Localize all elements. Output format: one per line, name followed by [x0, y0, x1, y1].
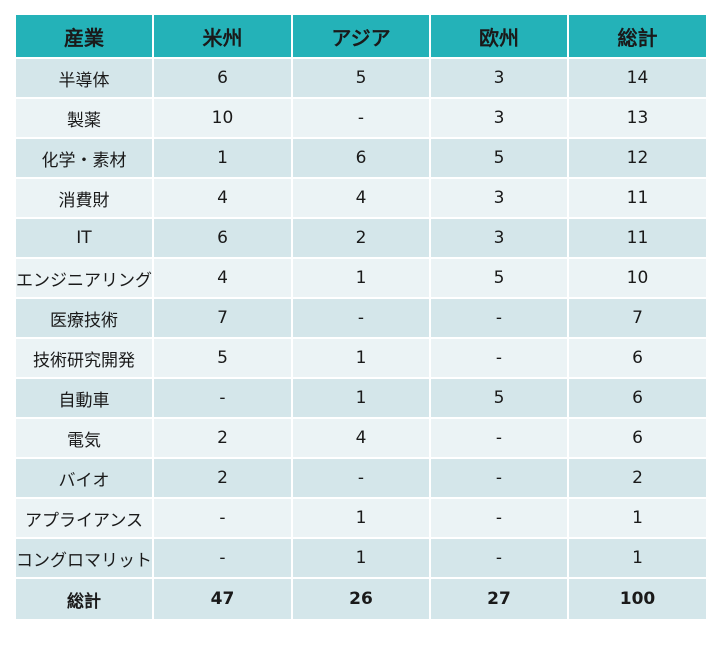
cell-industry: バイオ	[14, 457, 154, 499]
cell-industry: 電気	[14, 417, 154, 459]
table-row: 医療技術 7- -7	[14, 297, 708, 339]
table-row: 自動車 -1 5 6	[14, 377, 708, 419]
cell-total: 14	[567, 57, 708, 99]
total-cell-americas: 47	[152, 577, 293, 621]
cell-total: 1	[567, 537, 708, 579]
cell-industry: 製薬	[14, 97, 154, 139]
cell-industry: エンジニアリング	[14, 257, 154, 299]
header-industry: 産業	[14, 13, 154, 59]
header-europe: 欧州	[429, 13, 569, 59]
table-row: 電気 2 4-6	[14, 417, 708, 459]
cell-americas: 2	[152, 457, 293, 499]
table-body: 半導体 6 5 3 14 製薬 10-3 13 化学・素材 1 6 5 12 消費財 4 4 3 11 IT 6 2 3 1…	[14, 57, 708, 621]
cell-americas: -	[152, 537, 293, 579]
cell-asia: 5	[291, 57, 431, 99]
cell-europe: 5	[429, 377, 569, 419]
cell-americas: 4	[152, 177, 293, 219]
cell-industry: 技術研究開発	[14, 337, 154, 379]
total-cell-europe: 27	[429, 577, 569, 621]
cell-europe: 3	[429, 177, 569, 219]
cell-asia: 2	[291, 217, 431, 259]
table-row: 技術研究開発 5 1-6	[14, 337, 708, 379]
total-cell-asia: 26	[291, 577, 431, 621]
cell-americas: 1	[152, 137, 293, 179]
cell-asia: 1	[291, 337, 431, 379]
cell-americas: 7	[152, 297, 293, 339]
total-cell-total: 100	[567, 577, 708, 621]
cell-asia: 4	[291, 417, 431, 459]
total-cell-industry: 総計	[14, 577, 154, 621]
cell-asia: 4	[291, 177, 431, 219]
cell-industry: コングロマリット	[14, 537, 154, 579]
cell-europe: 5	[429, 257, 569, 299]
cell-europe: 3	[429, 97, 569, 139]
cell-industry: 半導体	[14, 57, 154, 99]
cell-total: 12	[567, 137, 708, 179]
cell-europe: -	[429, 417, 569, 459]
cell-industry: 医療技術	[14, 297, 154, 339]
cell-europe: -	[429, 337, 569, 379]
cell-asia: -	[291, 457, 431, 499]
cell-asia: -	[291, 97, 431, 139]
cell-europe: -	[429, 537, 569, 579]
table-row: 化学・素材 1 6 5 12	[14, 137, 708, 179]
cell-total: 6	[567, 377, 708, 419]
cell-total: 10	[567, 257, 708, 299]
total-row: 総計 47 26 27 100	[14, 577, 708, 621]
cell-total: 11	[567, 217, 708, 259]
cell-americas: 10	[152, 97, 293, 139]
cell-total: 7	[567, 297, 708, 339]
cell-americas: 6	[152, 57, 293, 99]
header-row: 産業 米州 アジア 欧州 総計	[14, 13, 708, 59]
cell-europe: -	[429, 297, 569, 339]
cell-americas: 5	[152, 337, 293, 379]
table-row: IT 6 2 3 11	[14, 217, 708, 259]
cell-americas: 2	[152, 417, 293, 459]
cell-total: 1	[567, 497, 708, 539]
cell-total: 11	[567, 177, 708, 219]
cell-americas: 4	[152, 257, 293, 299]
cell-industry: 自動車	[14, 377, 154, 419]
cell-americas: -	[152, 497, 293, 539]
cell-americas: 6	[152, 217, 293, 259]
table-row: 半導体 6 5 3 14	[14, 57, 708, 99]
cell-americas: -	[152, 377, 293, 419]
cell-europe: 3	[429, 217, 569, 259]
cell-europe: 3	[429, 57, 569, 99]
cell-industry: 化学・素材	[14, 137, 154, 179]
table-row: 製薬 10-3 13	[14, 97, 708, 139]
cell-industry: 消費財	[14, 177, 154, 219]
table-row: コングロマリット -1-1	[14, 537, 708, 579]
cell-total: 6	[567, 337, 708, 379]
header-asia: アジア	[291, 13, 431, 59]
table-row: バイオ 2- -2	[14, 457, 708, 499]
cell-europe: -	[429, 457, 569, 499]
cell-asia: 1	[291, 257, 431, 299]
table-row: アプライアンス -1-1	[14, 497, 708, 539]
industry-region-table-container: 産業 米州 アジア 欧州 総計 半導体 6 5 3 14 製薬 10-3 13 化学・素材 1 6 5…	[14, 13, 708, 621]
cell-europe: 5	[429, 137, 569, 179]
table-row: エンジニアリング 4 1 5 10	[14, 257, 708, 299]
header-americas: 米州	[152, 13, 293, 59]
header-total: 総計	[567, 13, 708, 59]
cell-asia: 1	[291, 497, 431, 539]
cell-total: 6	[567, 417, 708, 459]
table-header: 産業 米州 アジア 欧州 総計	[14, 13, 708, 59]
industry-region-table: 産業 米州 アジア 欧州 総計 半導体 6 5 3 14 製薬 10-3 13 化学・素材 1 6 5…	[14, 13, 708, 621]
cell-asia: -	[291, 297, 431, 339]
table-row: 消費財 4 4 3 11	[14, 177, 708, 219]
cell-total: 2	[567, 457, 708, 499]
cell-industry: IT	[14, 217, 154, 259]
cell-industry: アプライアンス	[14, 497, 154, 539]
cell-europe: -	[429, 497, 569, 539]
cell-asia: 1	[291, 537, 431, 579]
cell-asia: 6	[291, 137, 431, 179]
cell-asia: 1	[291, 377, 431, 419]
cell-total: 13	[567, 97, 708, 139]
